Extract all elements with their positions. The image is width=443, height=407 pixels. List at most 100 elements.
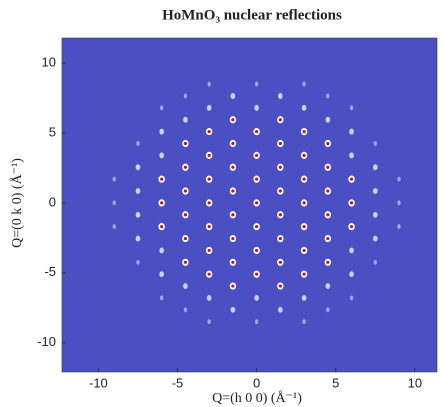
reflection [113, 200, 116, 205]
reflection [349, 271, 354, 277]
reflection-core [255, 225, 258, 228]
x-tick-label: 0 [253, 375, 260, 390]
reflection-core [302, 154, 305, 157]
reflection-core [326, 142, 329, 145]
reflection-core [231, 284, 234, 287]
reflection-core [184, 213, 187, 216]
x-tick-label: 5 [332, 375, 339, 390]
reflection-core [302, 249, 305, 252]
reflection [373, 212, 378, 218]
plot-background [62, 38, 437, 372]
reflection [159, 152, 164, 158]
reflection [184, 94, 187, 99]
reflection-core [279, 261, 282, 264]
chart-title: HoMnO₃ nuclear reflections [162, 7, 342, 23]
reflection [136, 212, 141, 218]
reflection [255, 319, 258, 324]
reflection-core [326, 189, 329, 192]
reflection-core [302, 201, 305, 204]
reflection-core [255, 273, 258, 276]
reflection-core [208, 154, 211, 157]
reflection [183, 117, 188, 123]
reflection [350, 105, 353, 110]
chart: HoMnO₃ nuclear reflections Q=(h 0 0) (Å⁻… [0, 0, 443, 407]
reflection-core [302, 130, 305, 133]
x-axis-label: Q=(h 0 0) (Å⁻¹) [212, 390, 302, 406]
reflection [160, 295, 163, 300]
reflection [159, 247, 164, 253]
reflection-core [208, 225, 211, 228]
reflection [349, 247, 354, 253]
reflection-core [279, 189, 282, 192]
reflection [207, 82, 210, 87]
y-axis-label: Q=(0 k 0) (Å⁻¹) [9, 158, 25, 248]
reflection [302, 105, 307, 111]
y-tick-label: 5 [49, 124, 56, 139]
reflection-core [302, 273, 305, 276]
reflection-core [326, 166, 329, 169]
reflection [113, 177, 116, 182]
reflection-core [302, 225, 305, 228]
reflection [136, 141, 139, 146]
reflection-core [208, 273, 211, 276]
x-tick-label: 10 [408, 375, 422, 390]
reflection-core [208, 130, 211, 133]
reflection-core [231, 118, 234, 121]
reflection-core [279, 142, 282, 145]
reflection [397, 177, 400, 182]
reflection-core [255, 178, 258, 181]
reflection-core [184, 189, 187, 192]
reflection-core [208, 249, 211, 252]
reflection [302, 295, 307, 301]
reflection [207, 319, 210, 324]
reflection [136, 188, 141, 194]
reflection [373, 188, 378, 194]
y-tick-label: -10 [37, 334, 56, 349]
x-tick-label: -5 [172, 375, 184, 390]
reflection [373, 164, 378, 170]
reflection-core [279, 166, 282, 169]
reflection-core [184, 142, 187, 145]
reflection [136, 164, 141, 170]
reflection-core [350, 225, 353, 228]
reflection [136, 260, 139, 265]
reflection-core [279, 237, 282, 240]
reflection [326, 117, 331, 123]
reflection [326, 307, 329, 312]
reflection [113, 224, 116, 229]
reflection-core [231, 213, 234, 216]
reflection-core [326, 261, 329, 264]
reflection [326, 94, 329, 99]
reflection-core [184, 261, 187, 264]
reflection [231, 307, 236, 313]
reflection-core [326, 237, 329, 240]
reflection-core [326, 213, 329, 216]
reflection-core [160, 201, 163, 204]
reflection-core [255, 201, 258, 204]
reflection-core [255, 249, 258, 252]
reflection-core [160, 225, 163, 228]
reflection-core [231, 142, 234, 145]
reflection-core [184, 237, 187, 240]
reflection-core [255, 130, 258, 133]
reflection-core [350, 178, 353, 181]
y-tick-label: 10 [42, 55, 56, 70]
reflection [374, 260, 377, 265]
reflection-core [350, 201, 353, 204]
reflection [397, 200, 400, 205]
reflection [278, 93, 283, 99]
reflection-core [255, 154, 258, 157]
reflection-core [208, 201, 211, 204]
y-tick-label: -5 [44, 264, 56, 279]
reflection-core [184, 166, 187, 169]
y-tick-label: 0 [49, 194, 56, 209]
reflection-core [160, 178, 163, 181]
reflection-core [231, 237, 234, 240]
reflection [373, 236, 378, 242]
reflection-core [279, 284, 282, 287]
reflection [207, 105, 212, 111]
reflection [302, 319, 305, 324]
reflection [159, 129, 164, 135]
reflection [159, 271, 164, 277]
reflection [231, 93, 236, 99]
